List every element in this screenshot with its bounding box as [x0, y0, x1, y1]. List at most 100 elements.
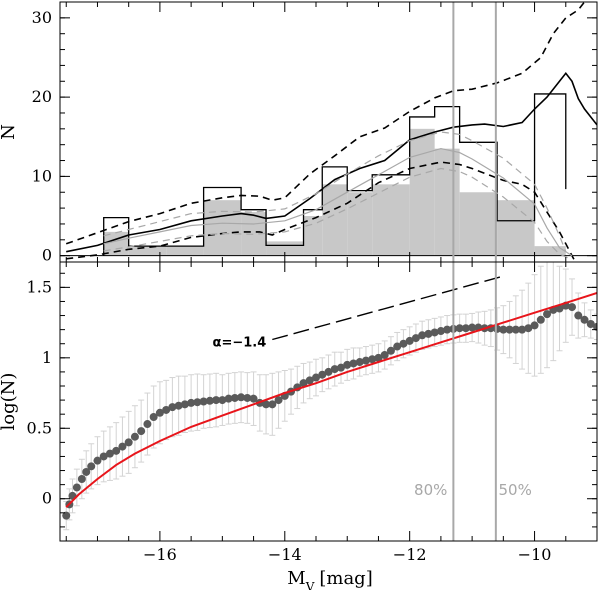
data-point — [405, 336, 414, 345]
data-point — [330, 365, 339, 374]
data-point — [455, 324, 464, 333]
data-point — [430, 328, 439, 337]
data-point — [205, 396, 214, 405]
data-point — [143, 420, 152, 429]
data-point — [237, 393, 246, 402]
histogram-filled-bar — [434, 148, 460, 256]
data-point — [511, 325, 520, 334]
histogram-open-outline — [103, 93, 567, 256]
histogram-filled-bar — [534, 246, 566, 256]
data-point — [174, 401, 183, 410]
bottom-panel: α=−1.4 80% 50% 0 0.5 1 1.5 log(N) — [0, 261, 598, 542]
data-point — [187, 398, 196, 407]
data-point — [386, 346, 395, 355]
series-line-4 — [103, 131, 567, 252]
plot-area — [60, 2, 597, 262]
slope-reference-line — [272, 275, 504, 341]
data-point — [112, 446, 121, 455]
top-panel: 0 10 20 30 N — [0, 1, 598, 265]
data-point — [193, 398, 202, 407]
histogram-filled-bar — [409, 128, 435, 256]
data-point — [62, 511, 71, 520]
data-point — [536, 315, 545, 324]
data-point — [343, 360, 352, 369]
y-tick-label: 1.5 — [27, 277, 52, 296]
data-point — [168, 403, 177, 412]
data-point — [268, 400, 277, 409]
y-tick-label: 0 — [42, 246, 52, 265]
data-point — [199, 397, 208, 406]
series-line-0 — [66, 72, 597, 253]
data-point — [355, 358, 364, 367]
histogram-filled-bar — [128, 246, 167, 256]
series-line-3 — [103, 147, 573, 257]
data-point — [72, 483, 81, 492]
y-tick-label: 0.5 — [27, 418, 52, 437]
shared-axes: MV [mag] −16 −14 −12 −10 — [143, 545, 551, 590]
data-point — [368, 355, 377, 364]
data-point — [299, 379, 308, 388]
y-axis-title: log(N) — [0, 373, 19, 431]
completeness-label: 50% — [499, 481, 532, 499]
plot-area — [62, 262, 597, 531]
slope-label: α=−1.4 — [213, 335, 267, 350]
data-point — [212, 396, 221, 405]
histogram-filled-bar — [347, 192, 373, 256]
data-point — [568, 303, 577, 312]
data-point — [505, 325, 514, 334]
data-point — [399, 339, 408, 348]
data-point — [312, 373, 321, 382]
data-point — [593, 322, 597, 331]
data-point — [374, 353, 383, 362]
data-point — [411, 334, 420, 343]
data-point — [574, 311, 583, 320]
data-point — [393, 342, 402, 351]
histogram-filled-bar — [166, 246, 204, 256]
data-point — [461, 324, 470, 333]
data-point — [224, 394, 233, 403]
x-tick-label: −10 — [518, 545, 552, 564]
data-point — [436, 327, 445, 336]
data-point — [499, 325, 508, 334]
data-point — [230, 393, 239, 402]
data-point — [180, 400, 189, 409]
data-point — [443, 325, 452, 334]
data-point — [543, 310, 552, 319]
data-point — [93, 456, 102, 465]
x-axis-title: MV [mag] — [287, 568, 372, 590]
y-tick-label: 30 — [32, 8, 52, 27]
histogram-filled-bar — [203, 200, 242, 256]
histogram-filled-bar — [459, 192, 498, 256]
data-point — [418, 331, 427, 340]
data-point — [149, 413, 158, 421]
data-point — [468, 323, 477, 332]
x-tick-label: −14 — [268, 545, 302, 564]
histogram-filled-bar — [322, 184, 348, 256]
data-point — [324, 367, 333, 376]
completeness-label: 80% — [414, 481, 447, 499]
data-point — [530, 321, 539, 330]
fit-curve — [65, 292, 597, 508]
series-line-5 — [103, 167, 573, 261]
data-point — [87, 462, 96, 471]
x-tick-label: −16 — [143, 545, 177, 564]
data-point — [155, 408, 164, 417]
series-line-2 — [66, 161, 577, 262]
data-point — [137, 427, 146, 436]
data-point — [118, 442, 127, 451]
data-point — [130, 432, 139, 441]
data-point — [361, 356, 370, 365]
y-axis-title: N — [0, 124, 19, 140]
data-point — [77, 475, 86, 483]
data-point — [99, 452, 108, 461]
histogram-filled-bar — [372, 184, 410, 256]
data-point — [218, 396, 227, 405]
data-point — [274, 396, 283, 405]
data-point — [162, 405, 171, 414]
data-point — [336, 363, 345, 372]
data-point — [249, 394, 258, 403]
data-point — [380, 351, 389, 359]
data-point — [243, 393, 252, 402]
histogram-filled-bar — [497, 200, 535, 256]
